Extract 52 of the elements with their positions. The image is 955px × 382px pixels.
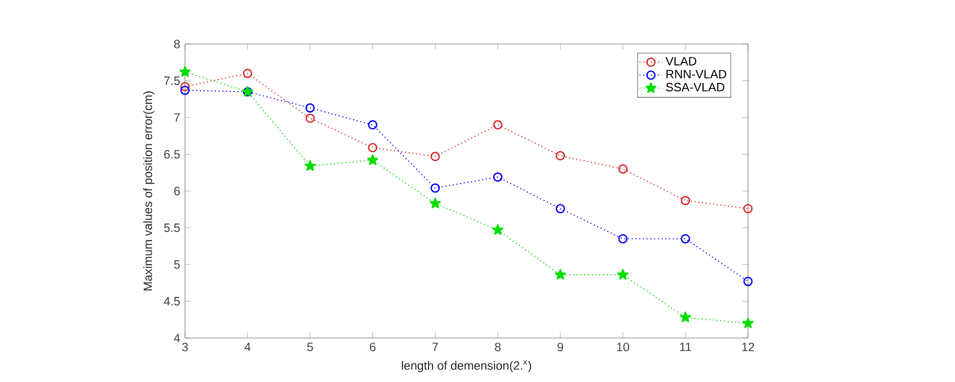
- point: [617, 268, 629, 280]
- x-tick-label: 9: [558, 342, 564, 352]
- point: [556, 151, 566, 160]
- x-tick-label: 4: [244, 342, 251, 351]
- point: [180, 86, 190, 95]
- y-tick-label: 4: [174, 334, 180, 342]
- point: [179, 66, 191, 77]
- point: [680, 234, 690, 244]
- point: [492, 224, 504, 235]
- y-tick-label: 7.5: [164, 76, 180, 85]
- point: [368, 142, 378, 152]
- point: [493, 120, 502, 130]
- x-tick-label: 5: [307, 342, 313, 352]
- point: [493, 172, 502, 182]
- point: [430, 183, 440, 193]
- y-tick-label: 6.5: [164, 150, 180, 159]
- point: [367, 154, 378, 166]
- point: [618, 234, 628, 244]
- point: [743, 204, 753, 214]
- point: [556, 204, 566, 214]
- y-tick-label: 6: [174, 186, 180, 196]
- point: [242, 68, 252, 78]
- point: [305, 103, 315, 113]
- y-tick-label: 5: [174, 260, 180, 269]
- y-axis-title: Maximum values of position error(cm): [143, 91, 154, 290]
- legend-label: SSA-VLAD: [666, 82, 724, 92]
- x-tick-label: 8: [494, 342, 501, 352]
- point: [180, 82, 190, 92]
- point: [618, 164, 628, 174]
- x-tick-label: 12: [742, 342, 754, 352]
- point: [430, 152, 440, 162]
- x-tick-label: 3: [182, 342, 188, 352]
- y-tick-label: 5.5: [164, 224, 180, 232]
- point: [304, 160, 316, 171]
- x-tick-label: 11: [680, 342, 692, 351]
- point: [305, 114, 315, 123]
- y-tick-label: 8: [174, 40, 180, 48]
- point: [742, 317, 754, 328]
- x-tick-label: 6: [370, 342, 376, 352]
- point: [430, 198, 441, 208]
- y-tick-label: 7: [174, 113, 180, 122]
- point: [554, 268, 566, 280]
- x-tick-label: 10: [617, 342, 630, 352]
- point: [743, 276, 753, 286]
- legend-label: VLAD: [666, 57, 696, 66]
- legend-label: RNN-VLAD: [666, 70, 726, 78]
- x-axis-title: length of demension(2.$^{x}$): [402, 360, 532, 372]
- point: [368, 120, 378, 130]
- point: [680, 196, 690, 206]
- y-tick-label: 4.5: [164, 297, 180, 306]
- x-tick-label: 7: [432, 342, 438, 351]
- point: [680, 312, 692, 322]
